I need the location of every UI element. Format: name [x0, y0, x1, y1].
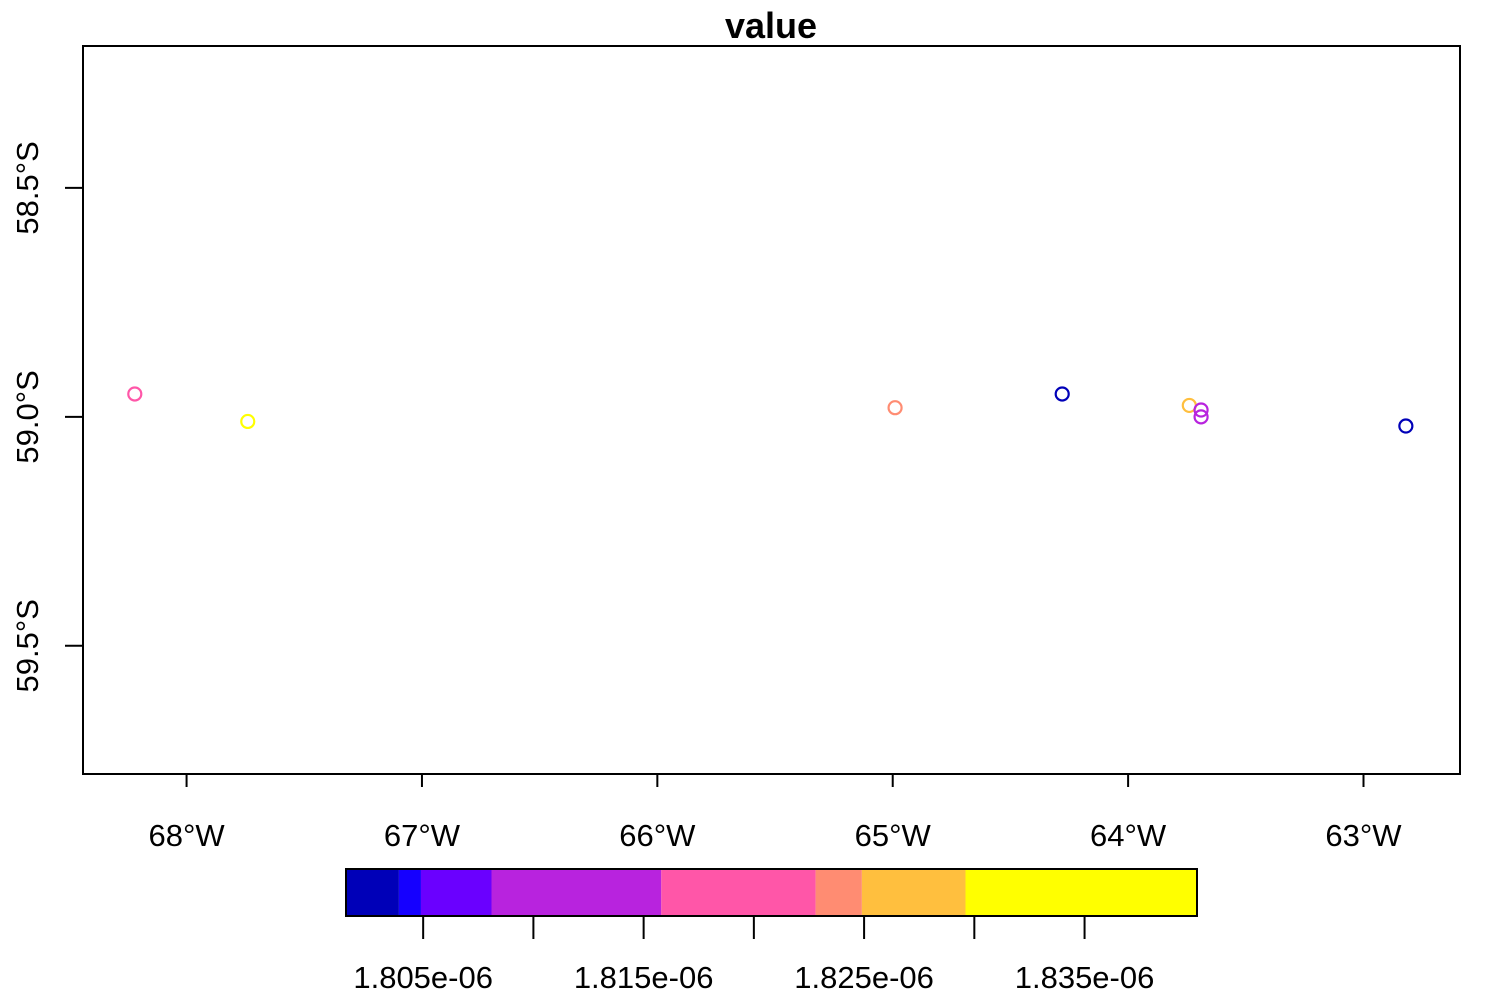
colorbar-label-3: 1.835e-06 [1015, 960, 1155, 995]
data-point-5 [1193, 402, 1209, 418]
color-legend: 1.805e-06 1.815e-06 1.825e-06 1.835e-06 [345, 868, 1198, 995]
colorbar-label-0: 1.805e-06 [353, 960, 493, 995]
y-tick-label-0: 58.5°S [10, 141, 45, 234]
colorbar-bin-0 [346, 869, 399, 916]
colorbar-label-2: 1.825e-06 [794, 960, 934, 995]
data-point-0 [127, 386, 143, 402]
data-point-3 [1054, 386, 1070, 402]
colorbar-bin-1 [398, 869, 421, 916]
x-tick-label-3: 65°W [855, 818, 932, 853]
x-axis: 68°W 67°W 66°W 65°W 64°W 63°W [148, 774, 1402, 853]
y-tick-label-1: 59.0°S [10, 370, 45, 463]
colorbar-bin-7 [965, 869, 1197, 916]
data-point-1 [240, 413, 256, 430]
colorbar-bin-6 [861, 869, 966, 916]
x-tick-label-2: 66°W [619, 818, 696, 853]
data-point-2 [887, 400, 903, 416]
data-point-7 [1398, 418, 1414, 434]
colorbar-bin-5 [815, 869, 862, 916]
y-tick-label-2: 59.5°S [10, 599, 45, 692]
x-tick-label-1: 67°W [384, 818, 461, 853]
y-axis: 58.5°S 59.0°S 59.5°S [10, 141, 83, 693]
x-tick-label-4: 64°W [1090, 818, 1167, 853]
colorbar-label-1: 1.815e-06 [574, 960, 714, 995]
x-tick-label-5: 63°W [1325, 818, 1402, 853]
colorbar-frame [345, 868, 1198, 917]
colorbar-bin-2 [420, 869, 492, 916]
x-tick-label-0: 68°W [148, 818, 225, 853]
data-points [127, 386, 1414, 434]
chart-title: value [725, 5, 817, 46]
data-point-6 [1193, 409, 1209, 425]
colorbar-bin-3 [491, 869, 662, 916]
colorbar-bin-4 [661, 869, 816, 916]
plot-frame [82, 45, 1461, 775]
